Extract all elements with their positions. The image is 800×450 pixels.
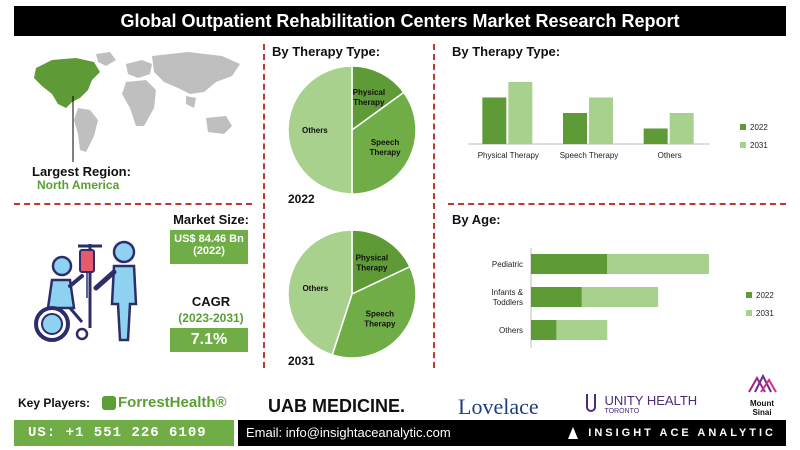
report-title: Global Outpatient Rehabilitation Centers… [14, 6, 786, 36]
cagr-value-box: 7.1% [170, 328, 248, 352]
x-tick-label: Speech Therapy [560, 151, 619, 160]
bar-2022 [531, 287, 582, 307]
x-tick-label: Physical Therapy [478, 151, 539, 160]
pie-label: Speech Therapy [370, 138, 402, 157]
legend-swatch-2031 [740, 142, 746, 148]
pie-label: Physical Therapy [356, 254, 388, 273]
divider-left [263, 44, 265, 368]
logo-unity-health: UNITY HEALTH TORONTO [586, 394, 697, 416]
market-size-value: US$ 84.46 Bn [174, 233, 244, 245]
logo-mount-sinai: Mount Sinai [740, 372, 784, 417]
pie-chart-2022: Physical Therapy Speech Therapy Others [287, 65, 417, 195]
pie-year-2022: 2022 [288, 192, 315, 206]
legend-label: 2031 [750, 141, 768, 150]
y-tick-label: Pediatric [492, 260, 523, 269]
wheelchair-patient-icon [34, 240, 138, 342]
forresthealth-logo-icon [102, 396, 116, 411]
market-size-label: Market Size: [173, 212, 249, 227]
pie-chart-2031: Physical Therapy Speech Therapy Others [287, 229, 417, 359]
bar-2022 [643, 128, 668, 144]
contact-email: Email: info@insightaceanalytic.com [246, 425, 451, 440]
contact-email-bar: Email: info@insightaceanalytic.com INSIG… [238, 420, 786, 446]
bar-section-title: By Therapy Type: [452, 44, 561, 59]
y-tick-label: Infants & Toddlers [491, 288, 523, 307]
logo-lovelace: Lovelace [458, 394, 539, 419]
bar-2022 [563, 113, 587, 144]
pie-year-2031: 2031 [288, 354, 315, 368]
pie-slice-others [287, 229, 353, 356]
cagr-label: CAGR [191, 294, 231, 309]
pie-label: Others [302, 126, 328, 135]
bar-2031 [508, 82, 533, 144]
world-map-icon [34, 52, 240, 162]
largest-region-value: North America [37, 178, 120, 192]
unity-health-logo-icon [586, 394, 596, 412]
bar-2022 [531, 254, 608, 274]
pie-label: Speech Therapy [364, 310, 396, 329]
key-players-label: Key Players: [18, 396, 91, 410]
x-tick-label: Others [658, 151, 682, 160]
logo-forresthealth: ForrestHealth® [102, 394, 227, 411]
largest-region-label: Largest Region: [32, 164, 131, 179]
bar-2022 [482, 97, 507, 144]
pie-slice-others [287, 65, 353, 195]
pie-section-title: By Therapy Type: [272, 44, 381, 59]
bar-2031 [556, 320, 608, 340]
pie-slice-physical-therapy [351, 229, 411, 296]
divider-right-horizontal [448, 203, 786, 205]
therapy-bar-chart: Physical Therapy Speech Therapy Others 2022… [468, 82, 768, 160]
divider-left-horizontal [14, 203, 252, 205]
legend-label: 2031 [756, 309, 774, 318]
bar-2031 [669, 113, 694, 144]
divider-right [433, 44, 435, 368]
brand-name: INSIGHT ACE ANALYTIC [568, 420, 776, 446]
bar-2031 [589, 97, 613, 144]
legend-swatch-2022 [740, 124, 746, 130]
pie-label: Others [302, 284, 328, 293]
age-bar-chart: Pediatric Infants & Toddlers Others 2022 2031 [491, 248, 774, 348]
cagr-value: 7.1% [190, 331, 228, 348]
bar-2031 [581, 287, 659, 307]
brand-logo-icon [568, 427, 579, 440]
bar-2022 [531, 320, 557, 340]
pie-slice-physical-therapy [351, 65, 405, 132]
mount-sinai-logo-icon [748, 373, 777, 393]
legend-swatch-2022 [746, 292, 752, 298]
pie-slice-speech-therapy [351, 91, 417, 195]
legend-label: 2022 [750, 123, 768, 132]
pie-label: Physical Therapy [353, 88, 385, 107]
y-tick-label: Others [499, 326, 523, 335]
legend-swatch-2031 [746, 310, 752, 316]
bar-2031 [607, 254, 709, 274]
pie-slice-speech-therapy [331, 265, 417, 359]
market-size-value-box: US$ 84.46 Bn (2022) [170, 230, 248, 264]
contact-phone: US: +1 551 226 6109 [14, 420, 234, 446]
logo-uab-medicine: UAB MEDICINE. [268, 396, 406, 416]
market-size-year: (2022) [193, 245, 225, 257]
legend-label: 2022 [756, 291, 774, 300]
age-section-title: By Age: [452, 212, 501, 227]
cagr-period: (2023-2031) [178, 311, 244, 325]
